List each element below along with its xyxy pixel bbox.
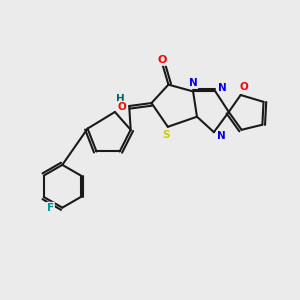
Text: O: O <box>239 82 248 92</box>
Text: H: H <box>116 94 125 104</box>
Text: O: O <box>158 55 167 65</box>
Text: N: N <box>218 83 227 93</box>
Text: O: O <box>118 102 127 112</box>
Text: N: N <box>217 131 226 141</box>
Text: N: N <box>189 78 197 88</box>
Text: S: S <box>163 130 170 140</box>
Text: F: F <box>47 203 54 213</box>
